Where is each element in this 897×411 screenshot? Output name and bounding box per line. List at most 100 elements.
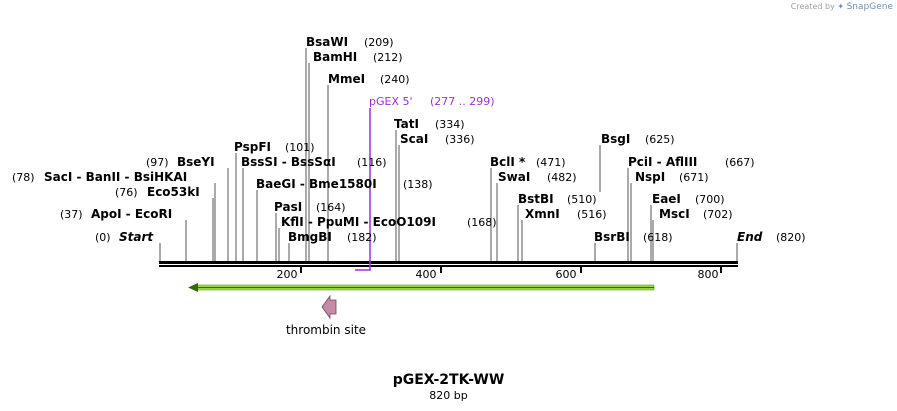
primer-pgex5[interactable]: pGEX 5' (277 .. 299) — [355, 95, 495, 271]
site-msci[interactable]: MscI (702) — [659, 207, 733, 221]
site-name: PciI - AflIII — [628, 155, 697, 169]
site-pos: (700) — [695, 193, 725, 206]
site-mmei[interactable]: MmeI (240) — [328, 72, 410, 86]
site-pos: (97) — [146, 156, 169, 169]
orf-arrowhead — [188, 283, 198, 292]
backbone-bottom-strand — [159, 265, 738, 267]
site-start[interactable]: (0) Start — [95, 230, 154, 244]
site-nspi[interactable]: NspI (671) — [635, 170, 709, 184]
tick-200: 200 — [277, 268, 298, 281]
site-bcli[interactable]: BclI * (471) — [490, 155, 566, 169]
site-labels: BsaWI (209) BamHI (212) MmeI (240) TatI … — [12, 35, 806, 244]
site-pos: (101) — [285, 141, 315, 154]
site-name: XmnI — [525, 207, 560, 221]
site-name: MscI — [659, 207, 690, 221]
site-eco53ki[interactable]: (76) Eco53kI — [115, 185, 200, 199]
site-pasi[interactable]: PasI (164) — [274, 200, 346, 214]
site-bseyi[interactable]: (97) BseYI — [146, 155, 215, 169]
site-pos: (516) — [577, 208, 607, 221]
site-name: MmeI — [328, 72, 365, 86]
ruler-labels: 200 400 600 800 — [277, 268, 719, 281]
site-name: BsgI — [601, 132, 630, 146]
site-pos: (212) — [373, 51, 403, 64]
site-lines — [159, 48, 738, 262]
site-pos: (510) — [567, 193, 597, 206]
site-pos: (0) — [95, 231, 111, 244]
site-end[interactable]: End (820) — [737, 230, 806, 244]
credit-brand: SnapGene — [846, 2, 893, 12]
site-name: Eco53kI — [147, 185, 200, 199]
site-baegi[interactable]: BaeGI - Bme1580I (138) — [256, 177, 433, 191]
site-name: NspI — [635, 170, 665, 184]
site-pos: (334) — [435, 118, 465, 131]
site-tati[interactable]: TatI (334) — [394, 117, 465, 131]
site-name: BsrBI — [594, 230, 630, 244]
site-pspfi[interactable]: PspFI (101) — [234, 140, 315, 154]
site-bmgbi[interactable]: BmgBI (182) — [288, 230, 377, 244]
orf-feature[interactable] — [188, 283, 655, 292]
site-name: End — [737, 230, 763, 244]
site-name: ScaI — [400, 132, 428, 146]
site-pos: (336) — [445, 133, 475, 146]
thrombin-arrow-icon — [321, 294, 337, 320]
site-name: BaeGI - Bme1580I — [256, 177, 377, 191]
site-pos: (471) — [536, 156, 566, 169]
site-name: BstBI — [518, 192, 554, 206]
plasmid-size: 820 bp — [429, 389, 468, 402]
site-name: EaeI — [652, 192, 681, 206]
site-pos: (116) — [357, 156, 387, 169]
site-pos: (37) — [60, 208, 83, 221]
site-bsssi[interactable]: BssSI - BssSαI (116) — [241, 155, 387, 169]
snapgene-credit: Created by ✦ SnapGene — [791, 2, 893, 12]
site-name: KflI - PpuMI - EcoO109I — [281, 215, 436, 229]
site-name: Start — [119, 230, 154, 244]
primer-label: pGEX 5' — [369, 95, 413, 108]
site-name: ApoI - EcoRI — [91, 207, 172, 221]
site-pos: (618) — [643, 231, 673, 244]
tick-800: 800 — [698, 268, 719, 281]
ruler-ticks — [300, 267, 722, 273]
site-eaei[interactable]: EaeI (700) — [652, 192, 725, 206]
site-name: BamHI — [313, 50, 357, 64]
site-scai[interactable]: ScaI (336) — [400, 132, 475, 146]
credit-prefix: Created by — [790, 2, 835, 11]
site-name: PasI — [274, 200, 302, 214]
site-name: BssSI - BssSαI — [241, 155, 336, 169]
site-xmni[interactable]: XmnI (516) — [525, 207, 607, 221]
site-pos: (820) — [776, 231, 806, 244]
site-name: TatI — [394, 117, 419, 131]
site-name: BclI * — [490, 155, 526, 169]
site-bamhi[interactable]: BamHI (212) — [313, 50, 403, 64]
site-pos: (702) — [703, 208, 733, 221]
site-pos: (76) — [115, 186, 138, 199]
site-pos: (168) — [467, 216, 497, 229]
site-name: SwaI — [498, 170, 530, 184]
plasmid-name: pGEX-2TK-WW — [392, 372, 505, 388]
site-name: BmgBI — [288, 230, 332, 244]
tick-600: 600 — [556, 268, 577, 281]
site-bsrbi[interactable]: BsrBI (618) — [594, 230, 673, 244]
site-pos: (78) — [12, 171, 35, 184]
site-kfli[interactable]: KflI - PpuMI - EcoO109I (168) — [281, 215, 497, 229]
site-swai[interactable]: SwaI (482) — [498, 170, 577, 184]
site-name: SacI - BanII - BsiHKAI — [44, 170, 187, 184]
site-pos: (182) — [347, 231, 377, 244]
site-pos: (209) — [364, 36, 394, 49]
site-bsgi[interactable]: BsgI (625) — [601, 132, 675, 146]
site-pos: (240) — [380, 73, 410, 86]
site-apoi[interactable]: (37) ApoI - EcoRI — [60, 207, 172, 221]
site-bsawi[interactable]: BsaWI (209) — [306, 35, 394, 49]
primer-range: (277 .. 299) — [430, 95, 495, 108]
backbone-top-strand — [159, 261, 738, 264]
site-pcii[interactable]: PciI - AflIII (667) — [628, 155, 755, 169]
site-bstbi[interactable]: BstBI (510) — [518, 192, 597, 206]
site-name: BseYI — [177, 155, 215, 169]
site-saci[interactable]: (78) SacI - BanII - BsiHKAI — [12, 170, 187, 184]
site-pos: (138) — [403, 178, 433, 191]
site-pos: (164) — [316, 201, 346, 214]
site-pos: (482) — [547, 171, 577, 184]
site-pos: (625) — [645, 133, 675, 146]
thrombin-site-feature[interactable]: thrombin site — [286, 294, 366, 337]
tick-400: 400 — [416, 268, 437, 281]
